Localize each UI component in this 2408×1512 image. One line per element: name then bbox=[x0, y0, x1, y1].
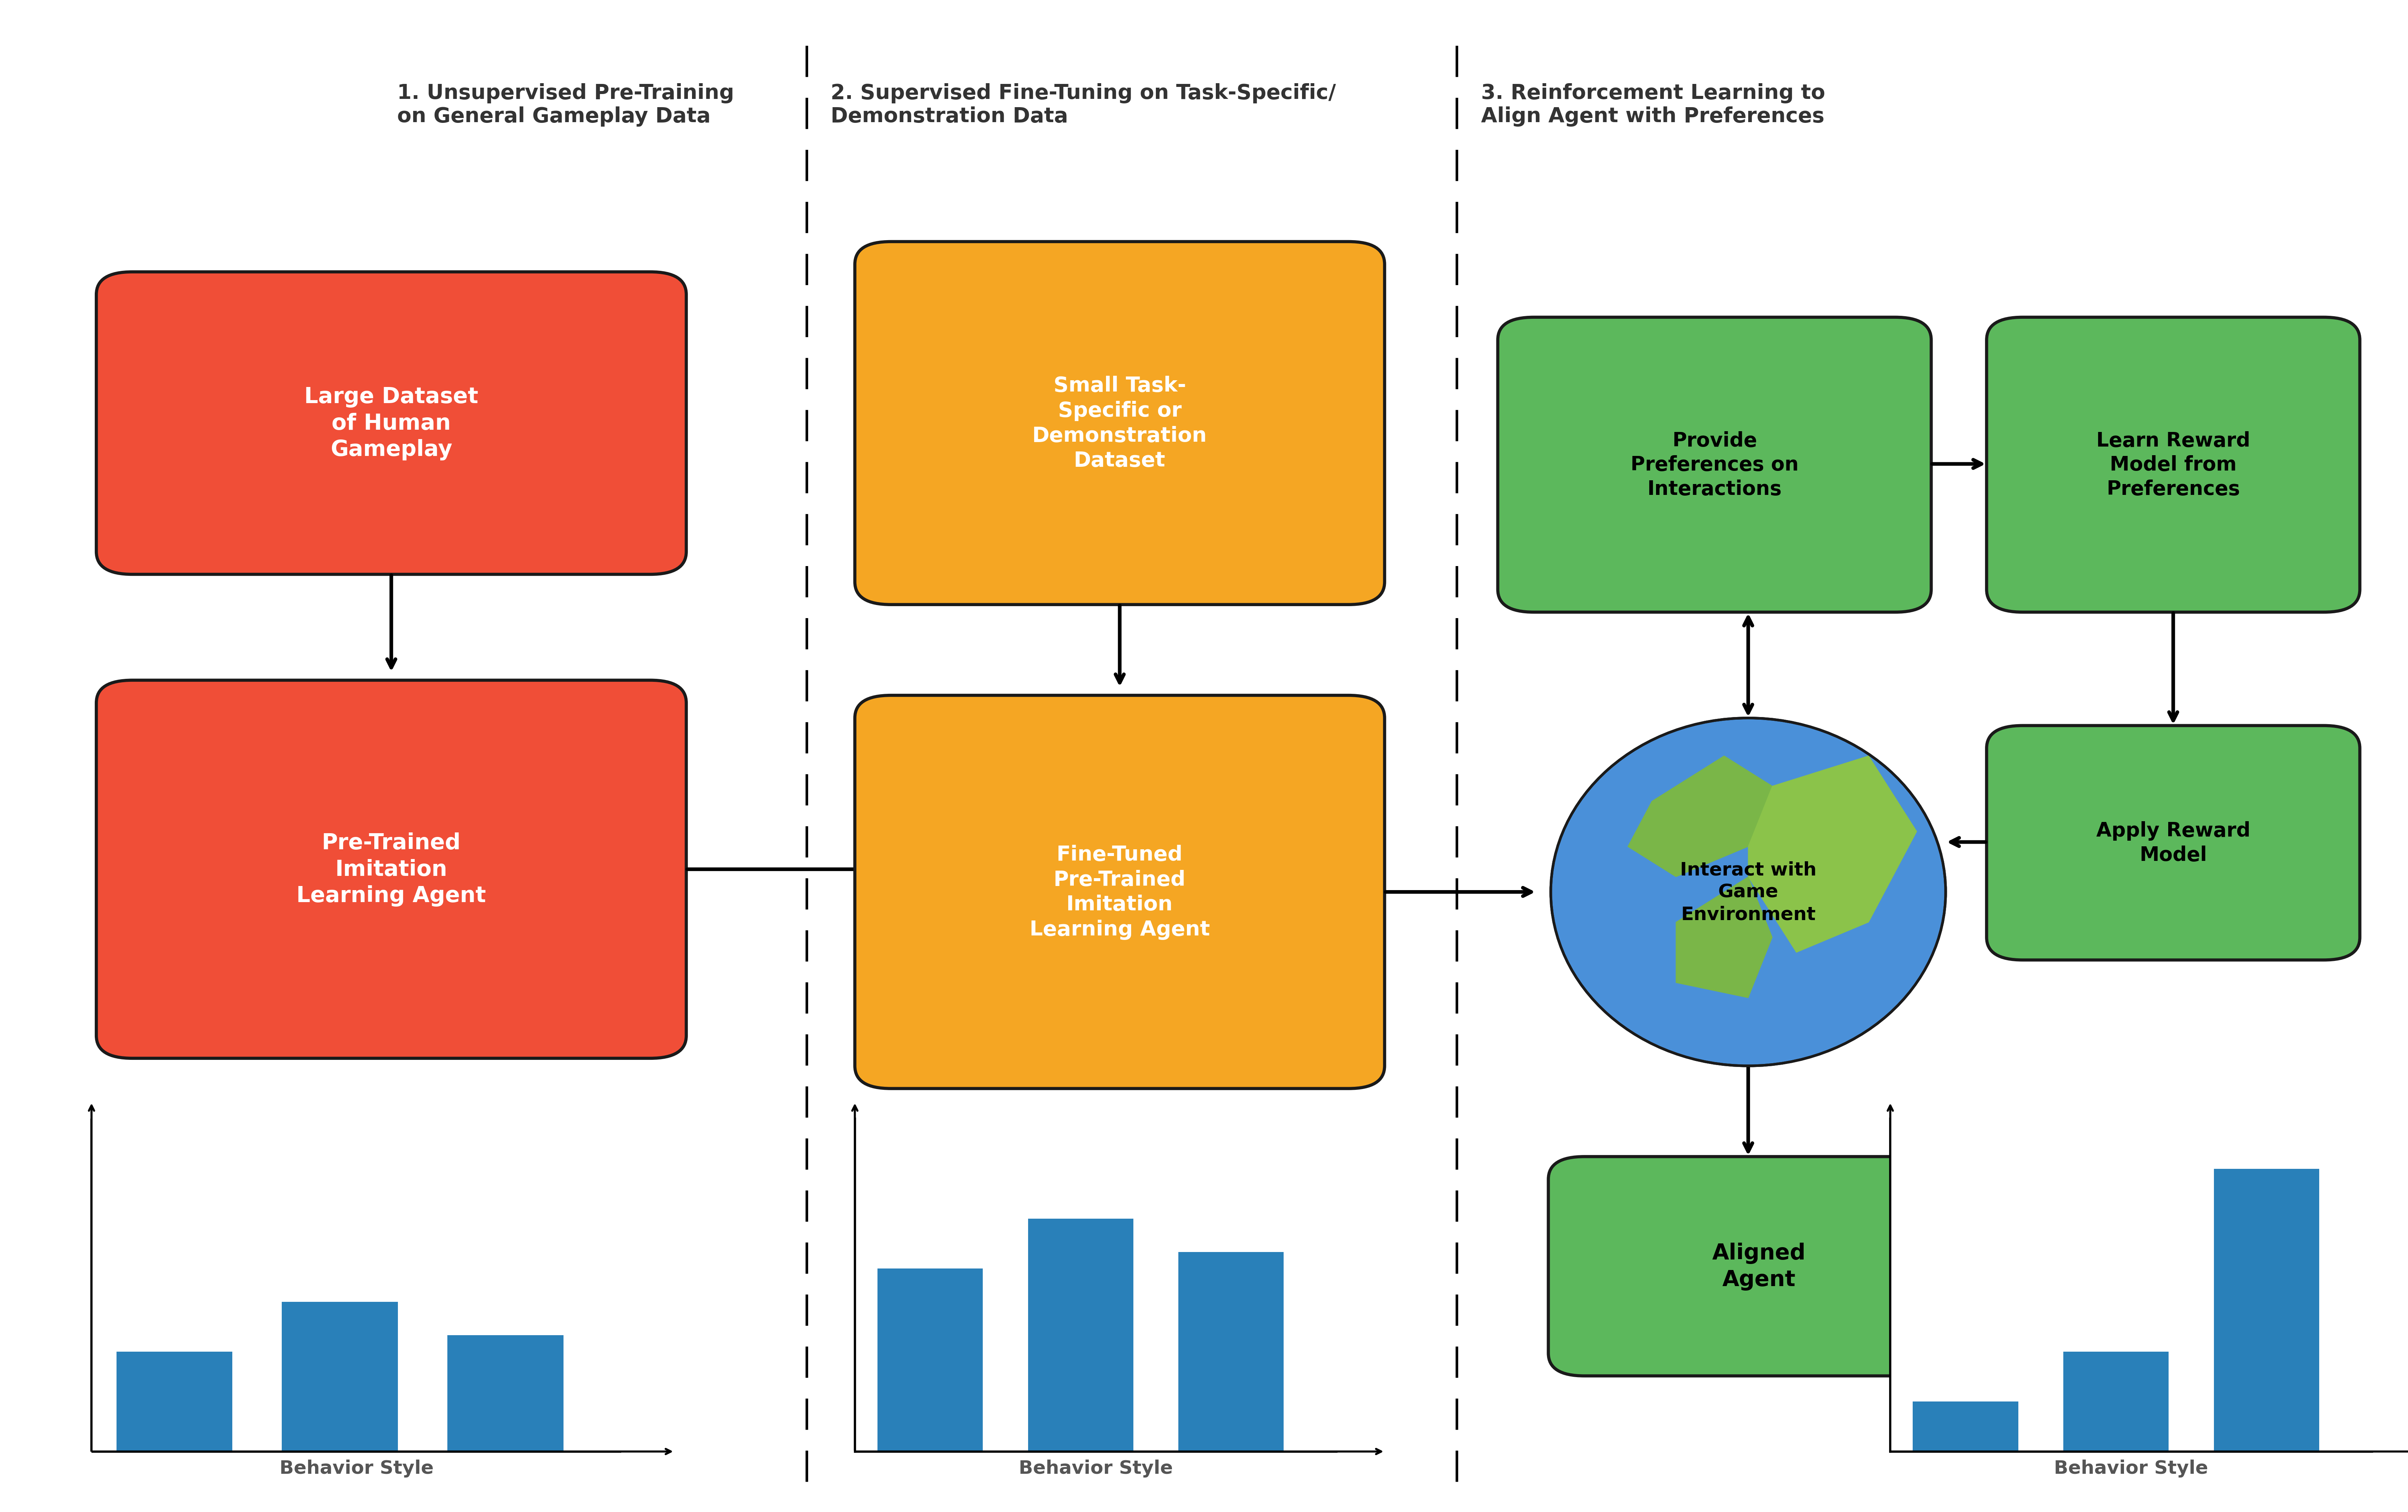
Text: Large Dataset
of Human
Gameplay: Large Dataset of Human Gameplay bbox=[303, 386, 479, 461]
Text: Small Task-
Specific or
Demonstration
Dataset: Small Task- Specific or Demonstration Da… bbox=[1033, 376, 1206, 470]
FancyBboxPatch shape bbox=[1987, 726, 2360, 960]
FancyBboxPatch shape bbox=[1498, 318, 1931, 612]
Text: 1. Unsupervised Pre-Training
on General Gameplay Data: 1. Unsupervised Pre-Training on General … bbox=[397, 83, 734, 127]
Bar bbox=[2064, 1352, 2170, 1452]
X-axis label: Behavior Style: Behavior Style bbox=[2054, 1459, 2208, 1477]
Text: Provide
Preferences on
Interactions: Provide Preferences on Interactions bbox=[1630, 431, 1799, 499]
Bar bbox=[1028, 1219, 1134, 1452]
Ellipse shape bbox=[1551, 718, 1946, 1066]
Text: Learn Reward
Model from
Preferences: Learn Reward Model from Preferences bbox=[2097, 431, 2249, 499]
Text: Pre-Trained
Imitation
Learning Agent: Pre-Trained Imitation Learning Agent bbox=[296, 832, 486, 907]
X-axis label: Behavior Style: Behavior Style bbox=[279, 1459, 433, 1477]
Bar bbox=[116, 1352, 231, 1452]
FancyBboxPatch shape bbox=[1987, 318, 2360, 612]
Polygon shape bbox=[1676, 877, 1772, 998]
Polygon shape bbox=[1628, 756, 1772, 877]
Bar bbox=[1178, 1252, 1283, 1452]
Text: Interact with
Game
Environment: Interact with Game Environment bbox=[1681, 860, 1816, 924]
FancyBboxPatch shape bbox=[96, 272, 686, 575]
FancyBboxPatch shape bbox=[855, 242, 1385, 605]
Text: Fine-Tuned
Pre-Trained
Imitation
Learning Agent: Fine-Tuned Pre-Trained Imitation Learnin… bbox=[1031, 845, 1209, 939]
Text: 3. Reinforcement Learning to
Align Agent with Preferences: 3. Reinforcement Learning to Align Agent… bbox=[1481, 83, 1825, 127]
Text: 2. Supervised Fine-Tuning on Task-Specific/
Demonstration Data: 2. Supervised Fine-Tuning on Task-Specif… bbox=[831, 83, 1336, 127]
X-axis label: Behavior Style: Behavior Style bbox=[1019, 1459, 1173, 1477]
Bar bbox=[1912, 1402, 2018, 1452]
FancyBboxPatch shape bbox=[96, 680, 686, 1058]
Text: Apply Reward
Model: Apply Reward Model bbox=[2095, 821, 2251, 865]
Bar bbox=[282, 1302, 397, 1452]
Bar bbox=[877, 1269, 982, 1452]
FancyBboxPatch shape bbox=[1548, 1157, 1970, 1376]
Bar bbox=[2213, 1169, 2319, 1452]
Bar bbox=[448, 1335, 563, 1452]
FancyBboxPatch shape bbox=[855, 696, 1385, 1089]
Text: Aligned
Agent: Aligned Agent bbox=[1712, 1243, 1806, 1290]
Polygon shape bbox=[1748, 756, 1917, 953]
